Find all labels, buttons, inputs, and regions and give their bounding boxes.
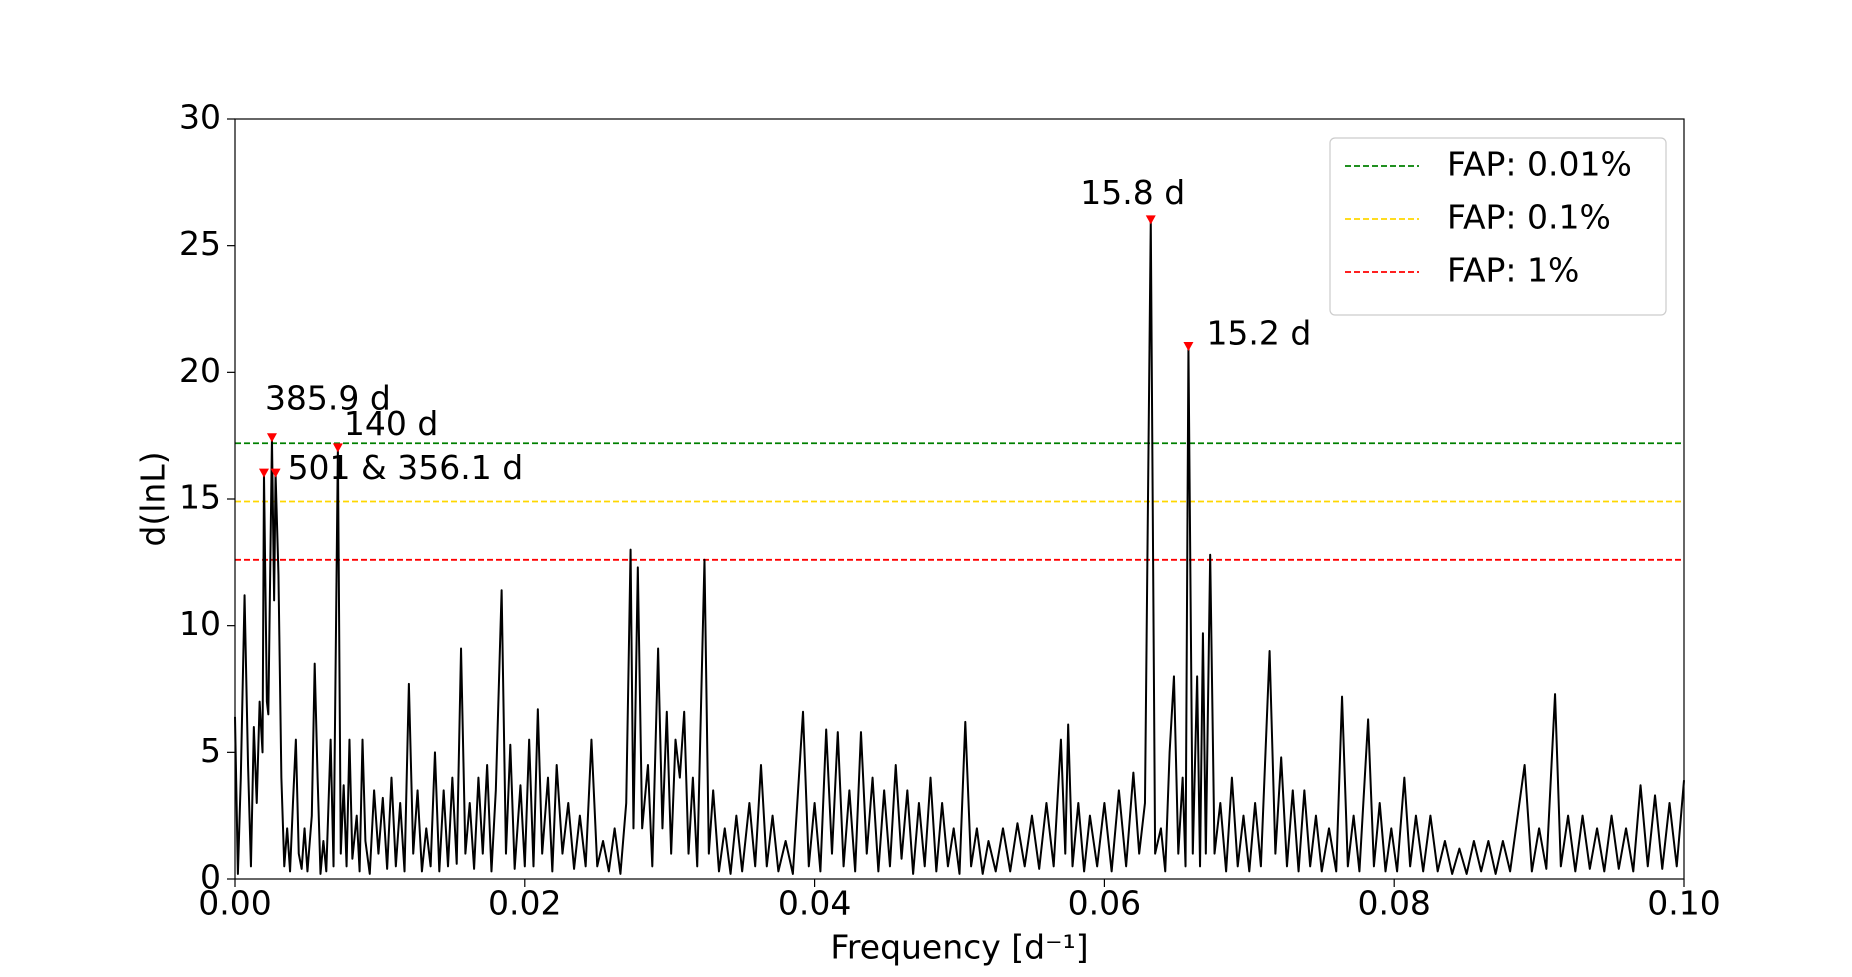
y-tick-label: 25: [179, 224, 221, 263]
legend-label: FAP: 0.1%: [1447, 198, 1611, 237]
y-tick-label: 30: [179, 98, 221, 137]
peak-marker: [258, 468, 269, 478]
y-tick-label: 0: [200, 858, 221, 897]
peak-label: 15.2 d: [1206, 314, 1311, 353]
plot-frame: [234, 118, 1685, 880]
y-tick-label: 20: [179, 351, 221, 390]
peak-marker: [266, 433, 277, 443]
x-axis-label: Frequency [d⁻¹]: [830, 928, 1088, 967]
peak-marker: [270, 468, 281, 478]
y-tick-label: 5: [200, 731, 221, 770]
legend-box: [1329, 137, 1667, 316]
peak-label: 15.8 d: [1080, 173, 1185, 212]
peak-marker: [1145, 215, 1156, 225]
x-tick-label: 0.02: [488, 884, 561, 923]
peak-label: 385.9 d: [265, 379, 391, 418]
peak-label: 501 & 356.1 d: [288, 448, 524, 487]
x-tick-label: 0.08: [1357, 884, 1430, 923]
peak-marker: [332, 443, 343, 453]
y-tick-label: 15: [179, 478, 221, 517]
y-tick-label: 10: [179, 604, 221, 643]
peak-marker: [1183, 342, 1194, 351]
legend-label: FAP: 1%: [1447, 251, 1579, 290]
peak-label: 140 d: [344, 404, 438, 443]
x-tick-label: 0.00: [198, 884, 271, 923]
x-tick-label: 0.04: [778, 884, 851, 923]
y-axis-label: d(lnL): [134, 451, 173, 546]
periodogram-line: [234, 219, 1685, 875]
x-tick-label: 0.06: [1068, 884, 1141, 923]
legend-label: FAP: 0.01%: [1447, 145, 1632, 184]
x-tick-label: 0.10: [1647, 884, 1720, 923]
